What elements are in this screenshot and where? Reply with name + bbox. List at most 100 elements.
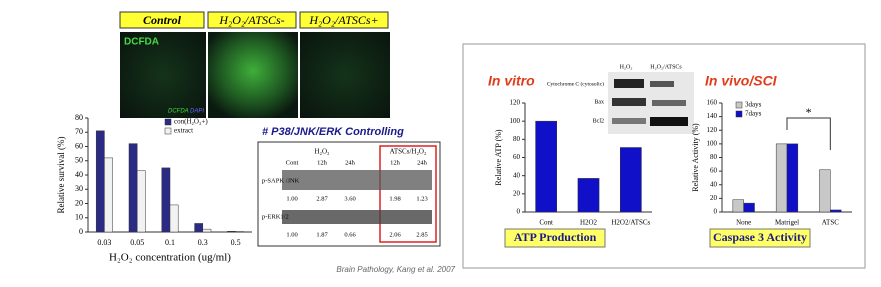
blot-value: 3.60 [344,195,355,202]
imaging: Control H₂O₂/ATSCs- H₂O₂/ATSCs+ DCFDA DC… [120,12,390,118]
blot-band [612,118,646,124]
bar [227,231,235,232]
y-axis-label: Relative survival (%) [56,137,66,214]
micrograph [208,32,298,118]
x-tick-label: 0.1 [165,238,175,247]
blot-title: # P38/JNK/ERK Controlling [262,126,404,138]
y-axis-label: Relative Activity (%) [691,123,700,192]
y-tick-label: 0 [517,208,521,216]
x-tick-label: 0.03 [97,238,111,247]
caption: ATP Production [514,230,597,244]
y-tick-label: 70 [75,127,83,136]
stain-label: DCFDA [124,37,159,48]
x-tick-label: H2O2/ATSCs [611,219,650,227]
bar [195,223,203,232]
bar [137,171,145,232]
row-label: Bax [594,99,604,105]
lane-label: 24h [417,159,428,166]
bar [162,168,170,232]
y-tick-label: 120 [707,126,718,134]
bar [820,170,831,212]
y-tick-label: 0 [79,227,83,236]
x-tick-label: None [736,219,751,227]
panel-label: H₂O₂/ATSCs- [218,13,284,27]
y-tick-label: 80 [75,113,83,122]
lane-label: Cont [286,159,299,166]
y-tick-label: 140 [707,112,718,120]
y-tick-label: 40 [710,180,718,188]
blot-band [652,100,686,106]
y-tick-label: 40 [513,171,521,179]
chart-title: In vitro [488,73,535,89]
y-axis-label: Relative ATP (%) [494,129,503,185]
legend-label: 7days [745,110,762,118]
blot-value: 2.06 [389,231,401,238]
legend-label: 3days [745,101,762,109]
row-label: Cytochrome C (cytosolic) [547,80,604,87]
y-tick-label: 40 [75,170,83,179]
x-tick-label: Matrigel [775,219,799,227]
y-tick-label: 20 [513,189,521,197]
bar [203,229,211,232]
x-tick-label: H2O2 [580,219,598,227]
bar [620,148,641,212]
blot-value: 0.66 [344,231,356,238]
y-tick-label: 20 [710,194,718,202]
x-tick-label: Cont [539,219,553,227]
y-tick-label: 80 [513,135,521,143]
blot-value: 1.87 [316,231,328,238]
annotation: * [806,105,812,119]
x-tick-label: 0.3 [198,238,208,247]
y-tick-label: 160 [707,99,718,107]
lane-label: 24h [345,159,356,166]
y-tick-label: 80 [710,153,718,161]
y-tick-label: 30 [75,184,83,193]
y-tick-label: 60 [513,153,521,161]
bar [830,210,841,212]
micrograph [300,32,390,118]
y-tick-label: 120 [510,99,521,107]
y-tick-label: 60 [710,167,718,175]
legend-swatch [165,119,171,125]
group-label: ATSCs/H₂O₂ [390,148,427,156]
blot-value: 2.87 [316,195,328,202]
blot-band [282,170,432,190]
bar [733,200,744,212]
row-label: p-ERK1/2 [262,213,289,220]
legend-label: extract [174,127,193,135]
legend-swatch [736,102,742,108]
blot-band [282,210,432,224]
lane-label: 12h [317,159,328,166]
citation: Brain Pathology, Kang et al. 2007 [336,265,455,274]
bar [129,144,137,232]
x-tick-label: 0.05 [130,238,144,247]
blot-band [612,98,646,106]
bar [787,144,798,212]
blot-band [650,117,688,126]
lane-label: H₂O₂/ATSCs [650,64,682,70]
bar [776,144,787,212]
row-label: p-SAPK /JNK [262,177,300,184]
blot-value: 1.00 [286,231,297,238]
y-tick-label: 0 [714,208,718,216]
blot-band [614,79,644,88]
bar [536,121,557,212]
row-label: Bcl2 [593,118,604,124]
stain-legend: DCFDA [168,109,189,115]
blot-value: 1.23 [416,195,427,202]
group-label: H₂O₂ [315,148,331,156]
bar [104,158,112,232]
bar [744,203,755,212]
blot-value: 1.00 [286,195,297,202]
lane-label: 12h [390,159,401,166]
bar [96,131,104,232]
caption: Caspase 3 Activity [713,230,807,244]
x-tick-label: ATSC [822,219,839,227]
y-tick-label: 60 [75,141,83,150]
y-tick-label: 100 [510,117,521,125]
y-tick-label: 20 [75,198,83,207]
stain-legend: DAPI [190,109,204,115]
blot-frame [258,142,440,246]
y-tick-label: 10 [75,213,83,222]
